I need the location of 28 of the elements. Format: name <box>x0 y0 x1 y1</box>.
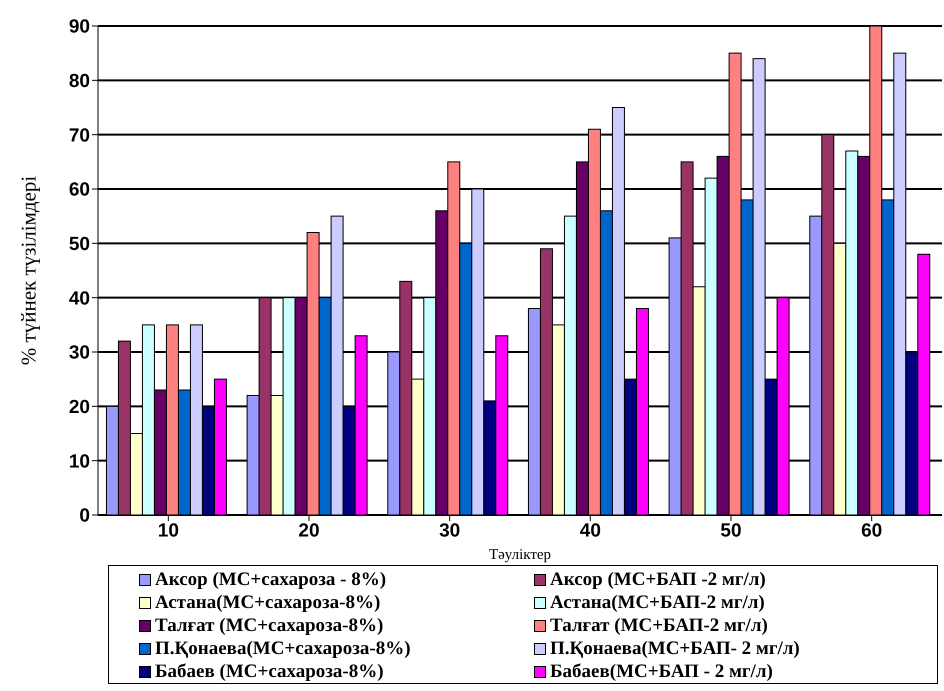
x-tick-label: 10 <box>158 520 179 542</box>
y-tick-label: 80 <box>68 71 90 92</box>
legend-label: Аксор (МС+БАП -2 мг/л) <box>550 568 766 591</box>
y-tick-label: 70 <box>68 125 90 146</box>
legend-label: Талғат (МС+БАП-2 мг/л) <box>550 614 768 637</box>
x-tick-label: 20 <box>298 520 320 542</box>
y-tick-label: 20 <box>68 397 90 418</box>
y-tick-label: 10 <box>68 451 90 472</box>
legend-label: Астана(МС+БАП-2 мг/л) <box>550 591 765 614</box>
x-axis-title: Тәуліктер <box>488 547 552 563</box>
y-tick-label: 40 <box>68 288 90 310</box>
legend-label: Аксор (МС+сахароза - 8%) <box>155 568 386 591</box>
legend-label: Бабаев (МС+сахароза-8%) <box>155 660 384 683</box>
legend-label: Талғат (МС+сахароза-8%) <box>155 614 384 637</box>
y-axis-title: % түйнек түзілімдері <box>16 176 40 366</box>
x-tick-label: 40 <box>580 520 601 542</box>
x-tick-label: 50 <box>720 520 742 542</box>
y-tick-label: 90 <box>68 16 90 38</box>
legend-label: Астана(МС+сахароза-8%) <box>155 591 380 614</box>
x-tick-label: 60 <box>861 520 882 542</box>
y-tick-label: 0 <box>79 506 90 527</box>
y-tick-label: 50 <box>68 234 90 256</box>
legend-label: П.Қонаева(МС+БАП- 2 мг/л) <box>550 637 800 660</box>
legend-label: П.Қонаева(МС+сахароза-8%) <box>155 637 411 660</box>
legend-label: Бабаев(МС+БАП - 2 мг/л) <box>550 660 773 683</box>
y-tick-label: 60 <box>68 180 90 201</box>
x-tick-label: 30 <box>439 520 460 542</box>
y-tick-label: 30 <box>68 342 90 364</box>
